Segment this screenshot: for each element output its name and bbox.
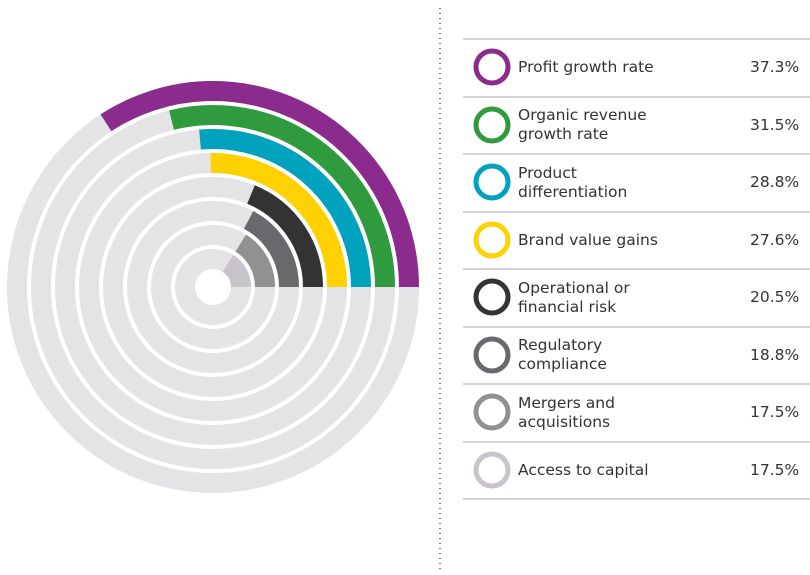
arc-bar: [234, 234, 275, 288]
legend-ring: [473, 48, 511, 86]
legend-row: Brand value gains 27.6%: [463, 212, 810, 269]
arc-bar: [246, 185, 323, 288]
arc-bar: [222, 254, 251, 288]
value-label: 37.3%: [750, 58, 800, 76]
legend-swatch: [473, 106, 511, 143]
row-rule: [463, 440, 810, 443]
legend-row: Mergers and acquisitions 17.5%: [463, 384, 810, 441]
value-label: 31.5%: [750, 115, 800, 134]
legend-swatch: [473, 163, 511, 201]
legend-row: Organic revenue growth rate 31.5%: [463, 97, 810, 154]
legend-swatch: [473, 451, 511, 488]
legend-row: Access to capital 17.5%: [463, 442, 810, 499]
legend-label: Organic revenue growth rate: [518, 106, 647, 143]
value-label: 27.6%: [750, 230, 800, 249]
row-rule: [463, 498, 810, 500]
legend-row: Regulatory compliance 18.8%: [463, 327, 810, 384]
legend-ring: [473, 278, 511, 316]
arc-bar: [210, 153, 347, 288]
row-rule: [463, 325, 810, 328]
legend-label: Profit growth rate: [518, 58, 654, 76]
legend-swatch: [473, 48, 511, 86]
row-rule: [463, 38, 810, 40]
legend-ring: [473, 106, 511, 143]
legend-label: Access to capital: [518, 460, 649, 479]
legend-row: Product differentiation 28.8%: [463, 154, 810, 211]
row-rule: [463, 383, 810, 385]
value-label: 20.5%: [750, 288, 800, 306]
arc-bar: [243, 211, 299, 288]
legend-ring: [473, 451, 511, 488]
value-label: 17.5%: [750, 460, 800, 479]
legend-swatch: [473, 221, 511, 258]
value-label: 18.8%: [750, 345, 800, 364]
legend-row: Profit growth rate 37.3%: [463, 39, 810, 96]
arc-bar: [100, 81, 419, 288]
value-label: 17.5%: [750, 403, 800, 421]
row-rule: [463, 210, 810, 213]
row-rule: [463, 153, 810, 155]
arc-bar: [199, 129, 371, 288]
legend-label: Mergers and acquisitions: [518, 393, 615, 431]
legend-row: Operational or financial risk 20.5%: [463, 269, 810, 326]
row-rule: [463, 268, 810, 270]
legend-ring: [473, 163, 511, 201]
legend-swatch: [473, 278, 511, 316]
value-label: 28.8%: [750, 173, 800, 191]
row-rule: [463, 95, 810, 98]
legend-ring: [473, 336, 511, 373]
legend-swatch: [473, 336, 511, 373]
arc-bar: [169, 105, 395, 288]
legend-ring: [473, 393, 511, 431]
legend-ring: [473, 221, 511, 258]
legend-label: Product differentiation: [518, 163, 628, 201]
legend-label: Operational or financial risk: [518, 278, 630, 316]
legend-label: Regulatory compliance: [518, 336, 607, 373]
legend-swatch: [473, 393, 511, 431]
legend-label: Brand value gains: [518, 230, 658, 249]
